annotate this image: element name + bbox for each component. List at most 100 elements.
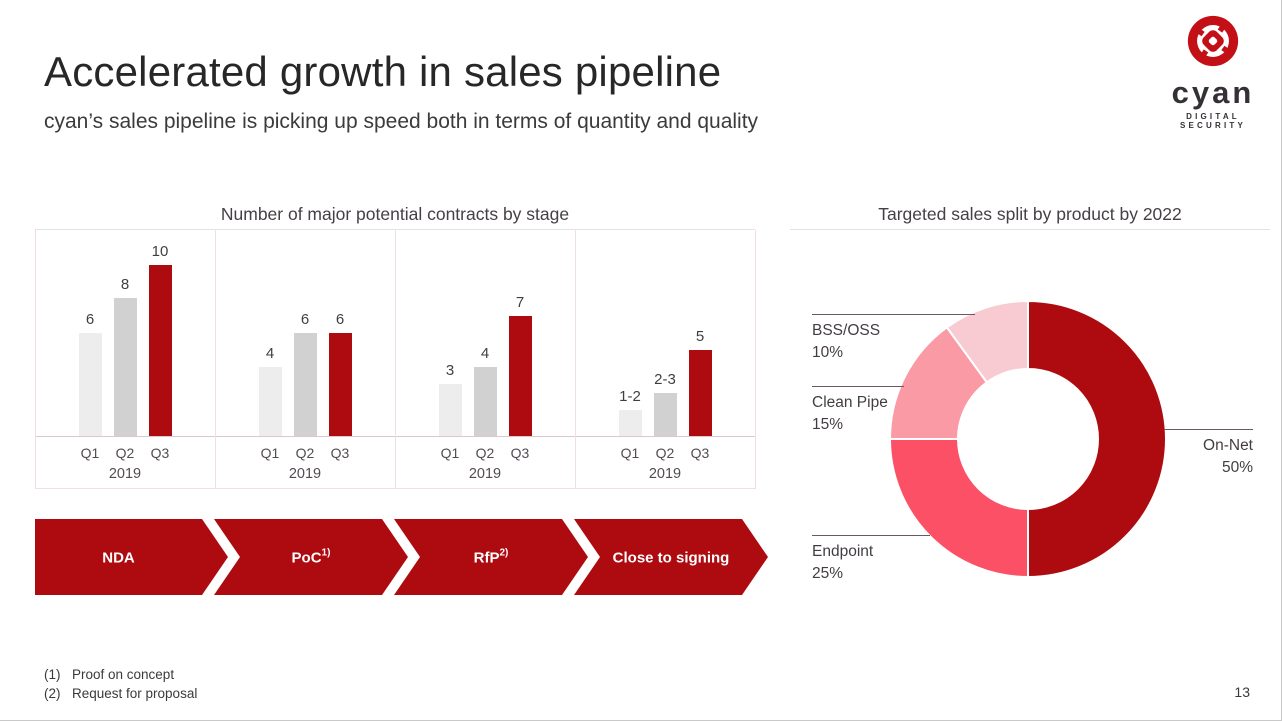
axis-category-label: Q2 <box>295 445 315 461</box>
logo-wordmark: cyan <box>1171 75 1255 110</box>
page-subtitle: cyan’s sales pipeline is picking up spee… <box>44 110 759 133</box>
stage-arrow-label: NDA <box>102 550 135 567</box>
group-divider-line <box>35 230 36 489</box>
bar <box>653 393 677 436</box>
axis-year-label: 2019 <box>108 466 142 482</box>
bar-value-label: 6 <box>335 310 345 328</box>
bar-column: 2-3 <box>653 244 677 436</box>
bar-value-label: 8 <box>120 276 130 294</box>
stage-arrow-nda <box>35 519 228 595</box>
axis-year-label: 2019 <box>648 466 682 482</box>
bar-column: 6 <box>78 244 102 436</box>
axis-category-label: Q3 <box>690 445 710 461</box>
axis-category-label: Q1 <box>620 445 640 461</box>
bar-column: 10 <box>148 243 172 436</box>
bar-value-label: 7 <box>515 293 525 311</box>
bar-value-label: 1-2 <box>619 388 641 406</box>
donut-slice-endpoint <box>888 438 1029 579</box>
axis-label-box: Q1 Q2 Q3 2019 Q1 Q2 Q3 2019 Q1 Q2 Q3 2019 Q1 Q2 Q3 2019 <box>35 437 755 488</box>
axis-category-label: Q3 <box>330 445 350 461</box>
axis-category-row: Q1 Q2 Q3 <box>215 445 395 461</box>
bar <box>258 367 282 436</box>
footnote-number: (1) <box>44 667 61 682</box>
cyan-logo-icon <box>1184 15 1242 74</box>
bar <box>148 265 172 436</box>
bar-column: 8 <box>113 244 137 436</box>
axis-category-label: Q2 <box>475 445 495 461</box>
axis-category-label: Q2 <box>115 445 135 461</box>
footnote-1: (1) Proof on concept <box>44 666 197 685</box>
axis-category-row: Q1 Q2 Q3 <box>575 445 755 461</box>
bar-column: 6 <box>293 244 317 436</box>
group-divider-line <box>215 230 216 489</box>
slice-percent: 25% <box>812 565 844 582</box>
bar <box>78 332 102 436</box>
axis-group-cell: Q1 Q2 Q3 2019 <box>35 437 215 488</box>
bar-chart-title: Number of major potential contracts by s… <box>220 204 570 224</box>
bar <box>688 350 712 436</box>
axis-category-label: Q3 <box>510 445 530 461</box>
donut-label-endpoint: Endpoint 25% <box>812 535 930 585</box>
group-divider-line <box>395 230 396 489</box>
logo-tagline: DIGITAL SECURITY <box>1179 112 1247 130</box>
axis-category-row: Q1 Q2 Q3 <box>395 445 575 461</box>
bar-group-poc: 4 6 6 <box>215 244 395 436</box>
slice-percent: 50% <box>1221 459 1253 476</box>
bar-value-label: 2-3 <box>654 371 676 388</box>
slice-percent: 10% <box>812 344 844 361</box>
bar-column: 5 <box>688 244 712 436</box>
bar-chart-title-rule <box>35 229 755 230</box>
stage-arrow-label: PoC1) <box>292 548 331 567</box>
donut-chart-title: Targeted sales split by product by 2022 <box>878 204 1182 224</box>
donut-svg <box>888 299 1167 579</box>
bar-group-nda: 6 8 10 <box>35 244 215 436</box>
bar-chart: 6 8 10 4 6 6 3 4 7 1-2 2-3 5 Q1 Q2 Q3 2019 Q1 Q2 Q3 2019 Q1… <box>35 230 756 489</box>
slice-percent: 15% <box>812 416 844 433</box>
axis-group-cell: Q1 Q2 Q3 2019 <box>215 437 395 488</box>
bar-group-rfp: 3 4 7 <box>395 244 575 436</box>
bar-column: 4 <box>473 244 497 436</box>
bar-value-label: 4 <box>480 345 490 363</box>
bar-column: 3 <box>438 244 462 436</box>
page-title: Accelerated growth in sales pipeline <box>44 48 722 95</box>
bar-value-label: 4 <box>265 345 275 363</box>
footnote-number: (2) <box>44 685 61 701</box>
donut-label-bss-oss: BSS/OSS 10% <box>812 314 975 364</box>
axis-year-label: 2019 <box>288 466 322 482</box>
footnote-text: Request for proposal <box>72 685 198 701</box>
axis-year-label: 2019 <box>468 466 502 482</box>
bar <box>438 384 462 436</box>
stage-arrow-label: Close to signing <box>613 550 730 567</box>
slice-name: Clean Pipe <box>812 394 888 411</box>
bar-value-label: 5 <box>695 328 705 345</box>
footnotes: (1) Proof on concept (2) Request for pro… <box>44 666 197 704</box>
group-divider-line <box>575 230 576 489</box>
donut-slice-on-net <box>1027 299 1167 579</box>
donut-chart-title-rule <box>790 229 1270 230</box>
bar <box>293 332 317 436</box>
footnote-2: (2) Request for proposal <box>44 685 197 704</box>
donut-label-clean-pipe: Clean Pipe 15% <box>812 386 904 436</box>
axis-group-cell: Q1 Q2 Q3 2019 <box>575 437 755 488</box>
bar <box>618 410 642 436</box>
bar <box>328 332 352 436</box>
bar-value-label: 10 <box>151 243 169 260</box>
axis-category-label: Q2 <box>655 445 675 461</box>
stage-arrow-rfp <box>394 519 588 595</box>
bar-column: 1-2 <box>618 244 642 436</box>
slice-name: BSS/OSS <box>812 322 881 339</box>
bar <box>508 315 532 436</box>
footnote-text: Proof on concept <box>72 667 175 682</box>
bar-group-close-to-signing: 1-2 2-3 5 <box>575 244 755 436</box>
bar <box>473 367 497 436</box>
axis-group-cell: Q1 Q2 Q3 2019 <box>395 437 575 488</box>
bar-value-label: 6 <box>85 310 95 328</box>
donut-label-on-net: On-Net 50% <box>1164 429 1253 479</box>
process-arrows: NDA PoC1) RfP2) Close to signing <box>35 519 768 595</box>
slice-name: Endpoint <box>812 543 874 560</box>
axis-category-label: Q1 <box>80 445 100 461</box>
axis-category-label: Q1 <box>440 445 460 461</box>
bar-column: 4 <box>258 244 282 436</box>
page-number: 13 <box>1234 684 1250 700</box>
